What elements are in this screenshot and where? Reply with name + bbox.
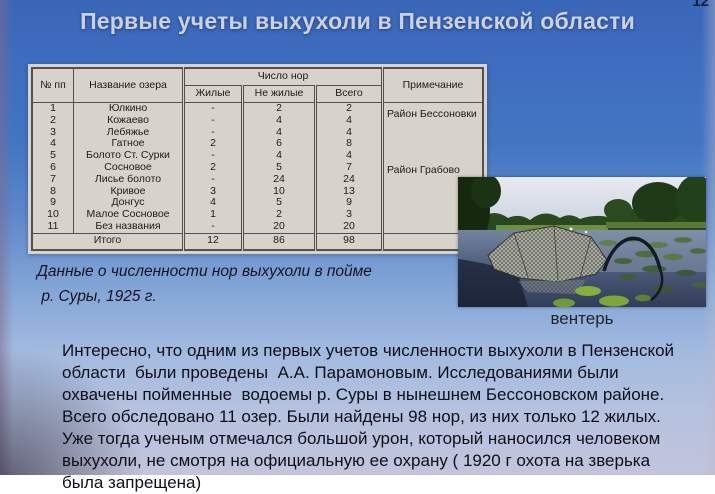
cell-nonliving: 5: [241, 197, 316, 210]
cell-nonliving: 6: [241, 138, 316, 151]
cell-living: -: [182, 173, 243, 186]
cell-num: 11: [31, 220, 74, 234]
cell-living: 3: [182, 185, 243, 198]
cell-num: 9: [31, 197, 74, 210]
cell-living: -: [182, 102, 243, 115]
fish-trap-photo-image: [458, 177, 706, 307]
cell-total: 8: [314, 138, 383, 151]
lake-table-footer: Итого 12 86 98: [31, 232, 484, 251]
cell-lake: Лебяжье: [73, 126, 184, 139]
cell-total: 2: [314, 102, 383, 115]
cell-living: -: [182, 114, 243, 127]
cell-living: 2: [182, 138, 243, 151]
header-lake-name: Название озера: [73, 67, 184, 103]
table-row: 7 Лисье болото -24 24: [31, 173, 483, 186]
cell-total: 4: [314, 150, 383, 162]
region-note-bessonovka: Район Бессоновки: [387, 108, 477, 120]
cell-lake: Юлкино: [73, 102, 184, 115]
cell-total: 24: [314, 173, 383, 186]
cell-total: 4: [314, 126, 383, 139]
cell-total: 7: [314, 161, 383, 174]
cell-num: 5: [31, 150, 74, 162]
cell-lake: Без названия: [73, 220, 184, 234]
header-nonliving: Не жилые: [241, 85, 316, 103]
cell-num: 4: [31, 138, 74, 151]
cell-total: 3: [314, 209, 383, 221]
cell-nonliving: 10: [241, 185, 316, 198]
cell-num: 7: [31, 173, 74, 186]
table-caption: Данные о численности нор выхухоли в пойм…: [37, 263, 372, 305]
table-row: 11 Без названия -20 20: [31, 220, 483, 234]
table-row: 3 Лебяжье -4 4: [31, 126, 483, 139]
cell-lake: Болото Ст. Сурки: [73, 150, 184, 162]
total-nonliving: 86: [241, 232, 316, 251]
lake-table-body: 1 Юлкино -2 2 Район Бессоновки Район Грабово 2…: [31, 102, 484, 234]
table-row: 4 Гатное 2 6 8: [31, 138, 483, 151]
total-total: 98: [314, 232, 383, 251]
cell-num: 6: [31, 161, 74, 174]
cell-num: 2: [31, 114, 74, 127]
cell-living: -: [182, 126, 243, 139]
cell-lake: Донгус: [73, 197, 184, 210]
body-paragraph: Интересно, что одним из первых учетов чи…: [62, 341, 675, 492]
table-row: 6 Сосновое 2 5 7: [31, 161, 483, 174]
total-label: Итого: [31, 232, 184, 251]
cell-num: 1: [31, 102, 74, 115]
header-burrow-count-group: Число нор: [182, 67, 383, 86]
cell-nonliving: 4: [241, 114, 316, 127]
cell-living: 2: [182, 161, 243, 174]
total-living: 12: [182, 232, 243, 251]
table-row: 2 Кожаево -4 4: [31, 114, 483, 127]
photo-label: вентерь: [550, 309, 614, 328]
burrow-count-table: № пп Название озера Число нор Примечание…: [28, 64, 487, 254]
cell-total: 9: [314, 197, 383, 210]
cell-living: 4: [182, 197, 243, 210]
table-row: 8 Кривое 3 10 13: [31, 185, 483, 198]
header-total: Всего: [314, 85, 383, 103]
header-living: Жилые: [182, 85, 243, 103]
cell-nonliving: 4: [241, 126, 316, 139]
table-row: 10 Малое Сосновое 1 2 3: [31, 209, 483, 221]
table-row: 9 Донгус 4 5 9: [31, 197, 483, 210]
cell-nonliving: 2: [241, 102, 316, 115]
cell-lake: Лисье болото: [73, 173, 184, 186]
cell-nonliving: 24: [241, 173, 316, 186]
cell-total: 13: [314, 185, 383, 198]
cell-nonliving: 5: [241, 161, 316, 174]
cell-lake: Малое Сосновое: [73, 209, 184, 221]
cell-lake: Кривое: [73, 185, 184, 198]
fish-trap-photo: [458, 177, 706, 307]
cell-lake: Сосновое: [73, 161, 184, 174]
total-row: Итого 12 86 98: [31, 232, 484, 251]
cell-nonliving: 4: [241, 150, 316, 162]
cell-total: 4: [314, 114, 383, 127]
cell-living: -: [182, 220, 243, 234]
slide-title: Первые учеты выхухоли в Пензенской облас…: [80, 8, 635, 34]
page-number: 12: [692, 0, 709, 10]
header-num: № пп: [31, 67, 74, 103]
cell-nonliving: 20: [241, 220, 316, 234]
header-note: Примечание: [381, 67, 484, 103]
cell-nonliving: 2: [241, 209, 316, 221]
table-row: 5 Болото Ст. Сурки -4 4: [31, 150, 483, 162]
cell-lake: Кожаево: [73, 114, 184, 127]
lake-table-header: № пп Название озера Число нор Примечание…: [31, 67, 484, 103]
table-row: 1 Юлкино -2 2 Район Бессоновки Район Грабово: [31, 102, 484, 234]
cell-num: 3: [31, 126, 74, 139]
cell-num: 10: [31, 209, 74, 221]
cell-living: 1: [182, 209, 243, 221]
lake-table: № пп Название озера Число нор Примечание…: [31, 67, 484, 251]
region-note-grabovo: Район Грабово: [387, 164, 460, 176]
cell-lake: Гатное: [73, 138, 184, 151]
cell-num: 8: [31, 185, 74, 198]
cell-total: 20: [314, 220, 383, 234]
cell-living: -: [182, 150, 243, 162]
